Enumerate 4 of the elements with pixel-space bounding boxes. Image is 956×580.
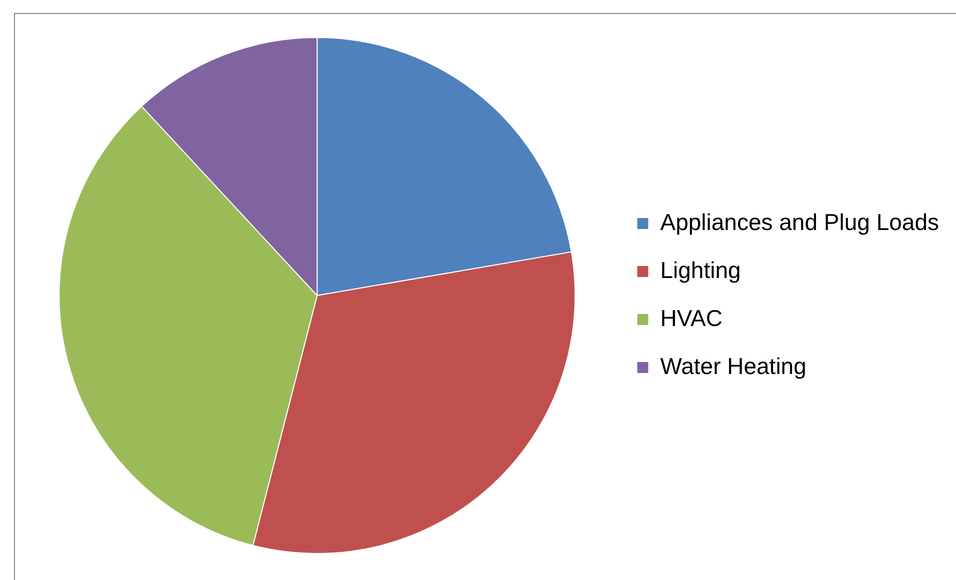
legend-label: HVAC [660, 304, 722, 331]
legend-label: Water Heating [660, 352, 806, 379]
legend-label: Lighting [660, 256, 741, 283]
legend-label: Appliances and Plug Loads [660, 208, 940, 235]
